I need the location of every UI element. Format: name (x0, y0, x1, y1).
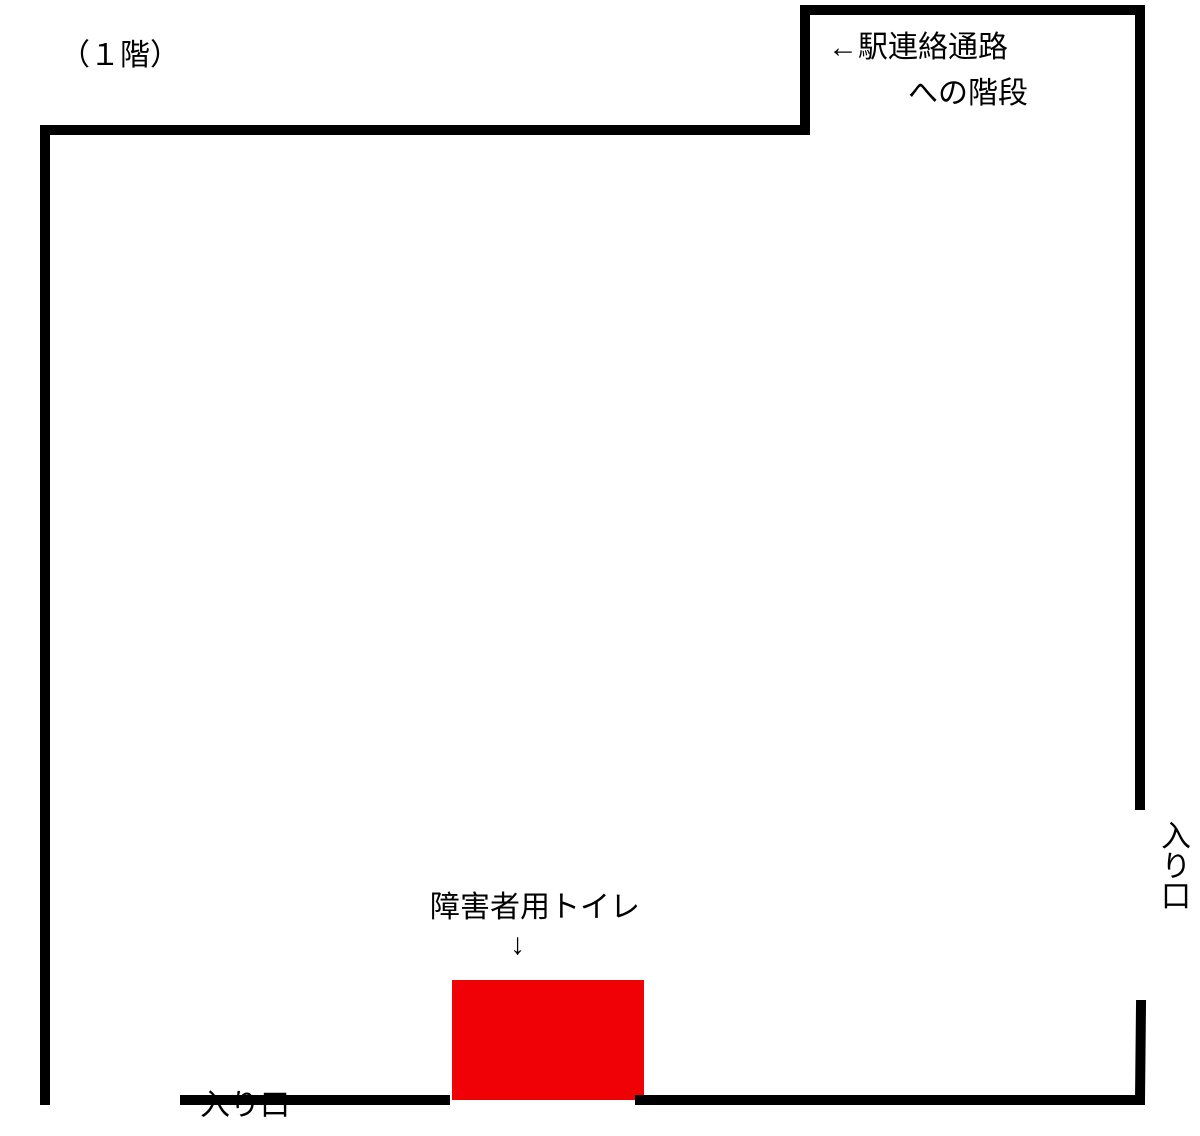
wall-segment (1140, 1005, 1141, 1100)
toilet-label: 障害者用トイレ (430, 882, 640, 926)
entrance-bottom-label: 入り口 (200, 1080, 290, 1124)
toilet-arrow-icon: ↓ (510, 928, 525, 962)
stairs-label-line2: への階段 (908, 68, 1028, 112)
floorplan-svg (0, 0, 1200, 1136)
toilet-room (452, 980, 644, 1100)
floor-label: （１階） (60, 30, 180, 74)
stairs-label-line1: ←駅連絡通路 (828, 22, 1008, 66)
entrance-right-label: 入り口 (1150, 820, 1194, 910)
